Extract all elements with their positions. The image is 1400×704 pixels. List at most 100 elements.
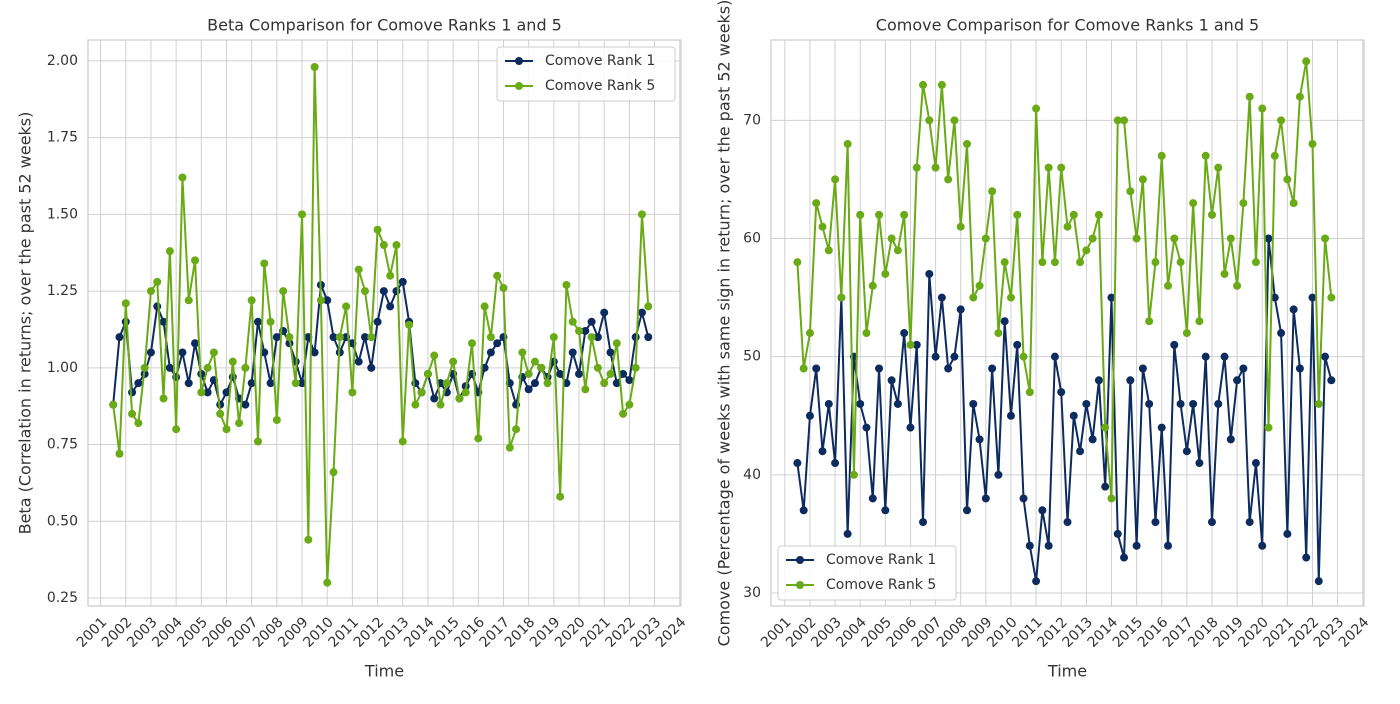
data-point <box>493 339 502 348</box>
data-point <box>379 241 388 250</box>
data-point <box>310 63 319 72</box>
data-point <box>919 80 928 89</box>
data-point <box>900 210 909 219</box>
data-point <box>1120 553 1129 562</box>
data-point <box>279 287 288 296</box>
data-point <box>134 379 143 388</box>
data-point <box>184 379 193 388</box>
data-point <box>1145 317 1154 326</box>
data-point <box>1258 104 1267 113</box>
data-point <box>140 363 149 372</box>
data-point <box>153 302 162 311</box>
data-point <box>128 388 137 397</box>
data-point <box>1220 269 1229 278</box>
data-point <box>191 339 200 348</box>
data-point <box>925 269 934 278</box>
y-axis-label: Beta (Correlation in returns; over the p… <box>16 112 35 535</box>
data-point <box>893 246 902 255</box>
data-point <box>831 175 840 184</box>
legend-label: Comove Rank 5 <box>826 577 936 593</box>
data-point <box>1182 329 1191 338</box>
data-point <box>191 256 200 265</box>
data-point <box>1239 199 1248 208</box>
data-point <box>1302 57 1311 66</box>
data-point <box>1063 518 1072 527</box>
data-point <box>121 299 130 308</box>
data-point <box>956 305 965 314</box>
data-point <box>606 348 615 357</box>
data-point <box>1032 104 1041 113</box>
data-point <box>1044 541 1053 550</box>
data-point <box>537 363 546 372</box>
data-point <box>1157 423 1166 432</box>
data-point <box>969 293 978 302</box>
data-point <box>379 287 388 296</box>
data-point <box>146 348 155 357</box>
data-point <box>411 400 420 409</box>
data-point <box>1220 352 1229 361</box>
data-point <box>367 363 376 372</box>
data-point <box>956 222 965 231</box>
data-point <box>1327 293 1336 302</box>
data-point <box>988 187 997 196</box>
data-point <box>1113 116 1122 125</box>
data-point <box>493 271 502 280</box>
data-point <box>1308 139 1317 148</box>
data-point <box>625 376 634 385</box>
data-point <box>499 284 508 293</box>
y-tick-label: 40 <box>743 467 761 483</box>
data-point <box>367 333 376 342</box>
data-point <box>1182 447 1191 456</box>
data-point <box>1025 541 1034 550</box>
data-point <box>600 379 609 388</box>
data-point <box>619 369 628 378</box>
data-point <box>975 435 984 444</box>
data-point <box>1107 293 1116 302</box>
data-point <box>843 529 852 538</box>
data-point <box>1132 541 1141 550</box>
data-point <box>178 348 187 357</box>
data-point <box>625 400 634 409</box>
data-point <box>1321 234 1330 243</box>
legend-box <box>496 46 676 102</box>
data-point <box>1226 435 1235 444</box>
data-point <box>197 388 206 397</box>
data-point <box>165 247 174 256</box>
data-point <box>593 363 602 372</box>
data-point <box>530 379 539 388</box>
data-point <box>1069 411 1078 420</box>
data-point <box>1082 246 1091 255</box>
data-point <box>1013 340 1022 349</box>
data-point <box>875 210 884 219</box>
data-point <box>631 333 640 342</box>
data-point <box>266 317 275 326</box>
data-point <box>203 363 212 372</box>
plot-area <box>87 39 682 607</box>
data-point <box>981 494 990 503</box>
data-point <box>165 363 174 372</box>
data-point <box>348 388 357 397</box>
data-point <box>1164 281 1173 290</box>
data-point <box>430 351 439 360</box>
data-point <box>1170 234 1179 243</box>
series-line <box>796 61 1333 499</box>
data-point <box>360 333 369 342</box>
data-point <box>360 287 369 296</box>
data-point <box>1314 577 1323 586</box>
data-point <box>335 333 344 342</box>
data-point <box>146 287 155 296</box>
data-point <box>1226 234 1235 243</box>
data-point <box>474 434 483 443</box>
data-point <box>1138 175 1147 184</box>
data-point <box>342 302 351 311</box>
data-point <box>518 348 527 357</box>
data-point <box>837 293 846 302</box>
data-point <box>392 287 401 296</box>
data-point <box>556 492 565 501</box>
data-point <box>109 400 118 409</box>
data-point <box>449 357 458 366</box>
data-point <box>298 379 307 388</box>
data-point <box>1057 163 1066 172</box>
y-tick-label: 0.25 <box>47 590 78 606</box>
